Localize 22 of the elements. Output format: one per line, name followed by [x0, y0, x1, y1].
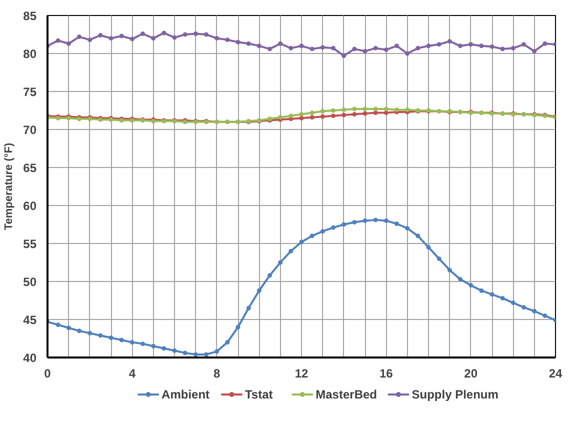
legend-label: Tstat — [244, 388, 273, 402]
legend-label: MasterBed — [316, 388, 377, 402]
y-tick-label: 60 — [23, 199, 37, 213]
y-tick-label: 65 — [23, 161, 37, 175]
x-tick-label: 4 — [128, 366, 136, 380]
y-tick-label: 50 — [23, 275, 37, 289]
y-tick-label: 70 — [23, 123, 37, 137]
x-tick-label: 12 — [294, 366, 308, 380]
y-tick-label: 55 — [23, 237, 37, 251]
y-tick-label: 75 — [23, 85, 37, 99]
y-tick-label: 40 — [23, 351, 37, 365]
x-tick-label: 8 — [213, 366, 220, 380]
x-tick-label: 16 — [379, 366, 394, 380]
x-tick-label: 20 — [464, 366, 478, 380]
x-tick-label: 24 — [548, 366, 562, 380]
y-axis-title: Temperature (°F) — [3, 142, 16, 230]
legend-label: Ambient — [162, 388, 210, 402]
legend-label: Supply Plenum — [412, 388, 498, 402]
y-tick-label: 85 — [23, 9, 37, 23]
x-tick-label: 0 — [44, 366, 52, 380]
y-tick-label: 45 — [23, 313, 37, 327]
y-tick-label: 80 — [23, 47, 37, 61]
